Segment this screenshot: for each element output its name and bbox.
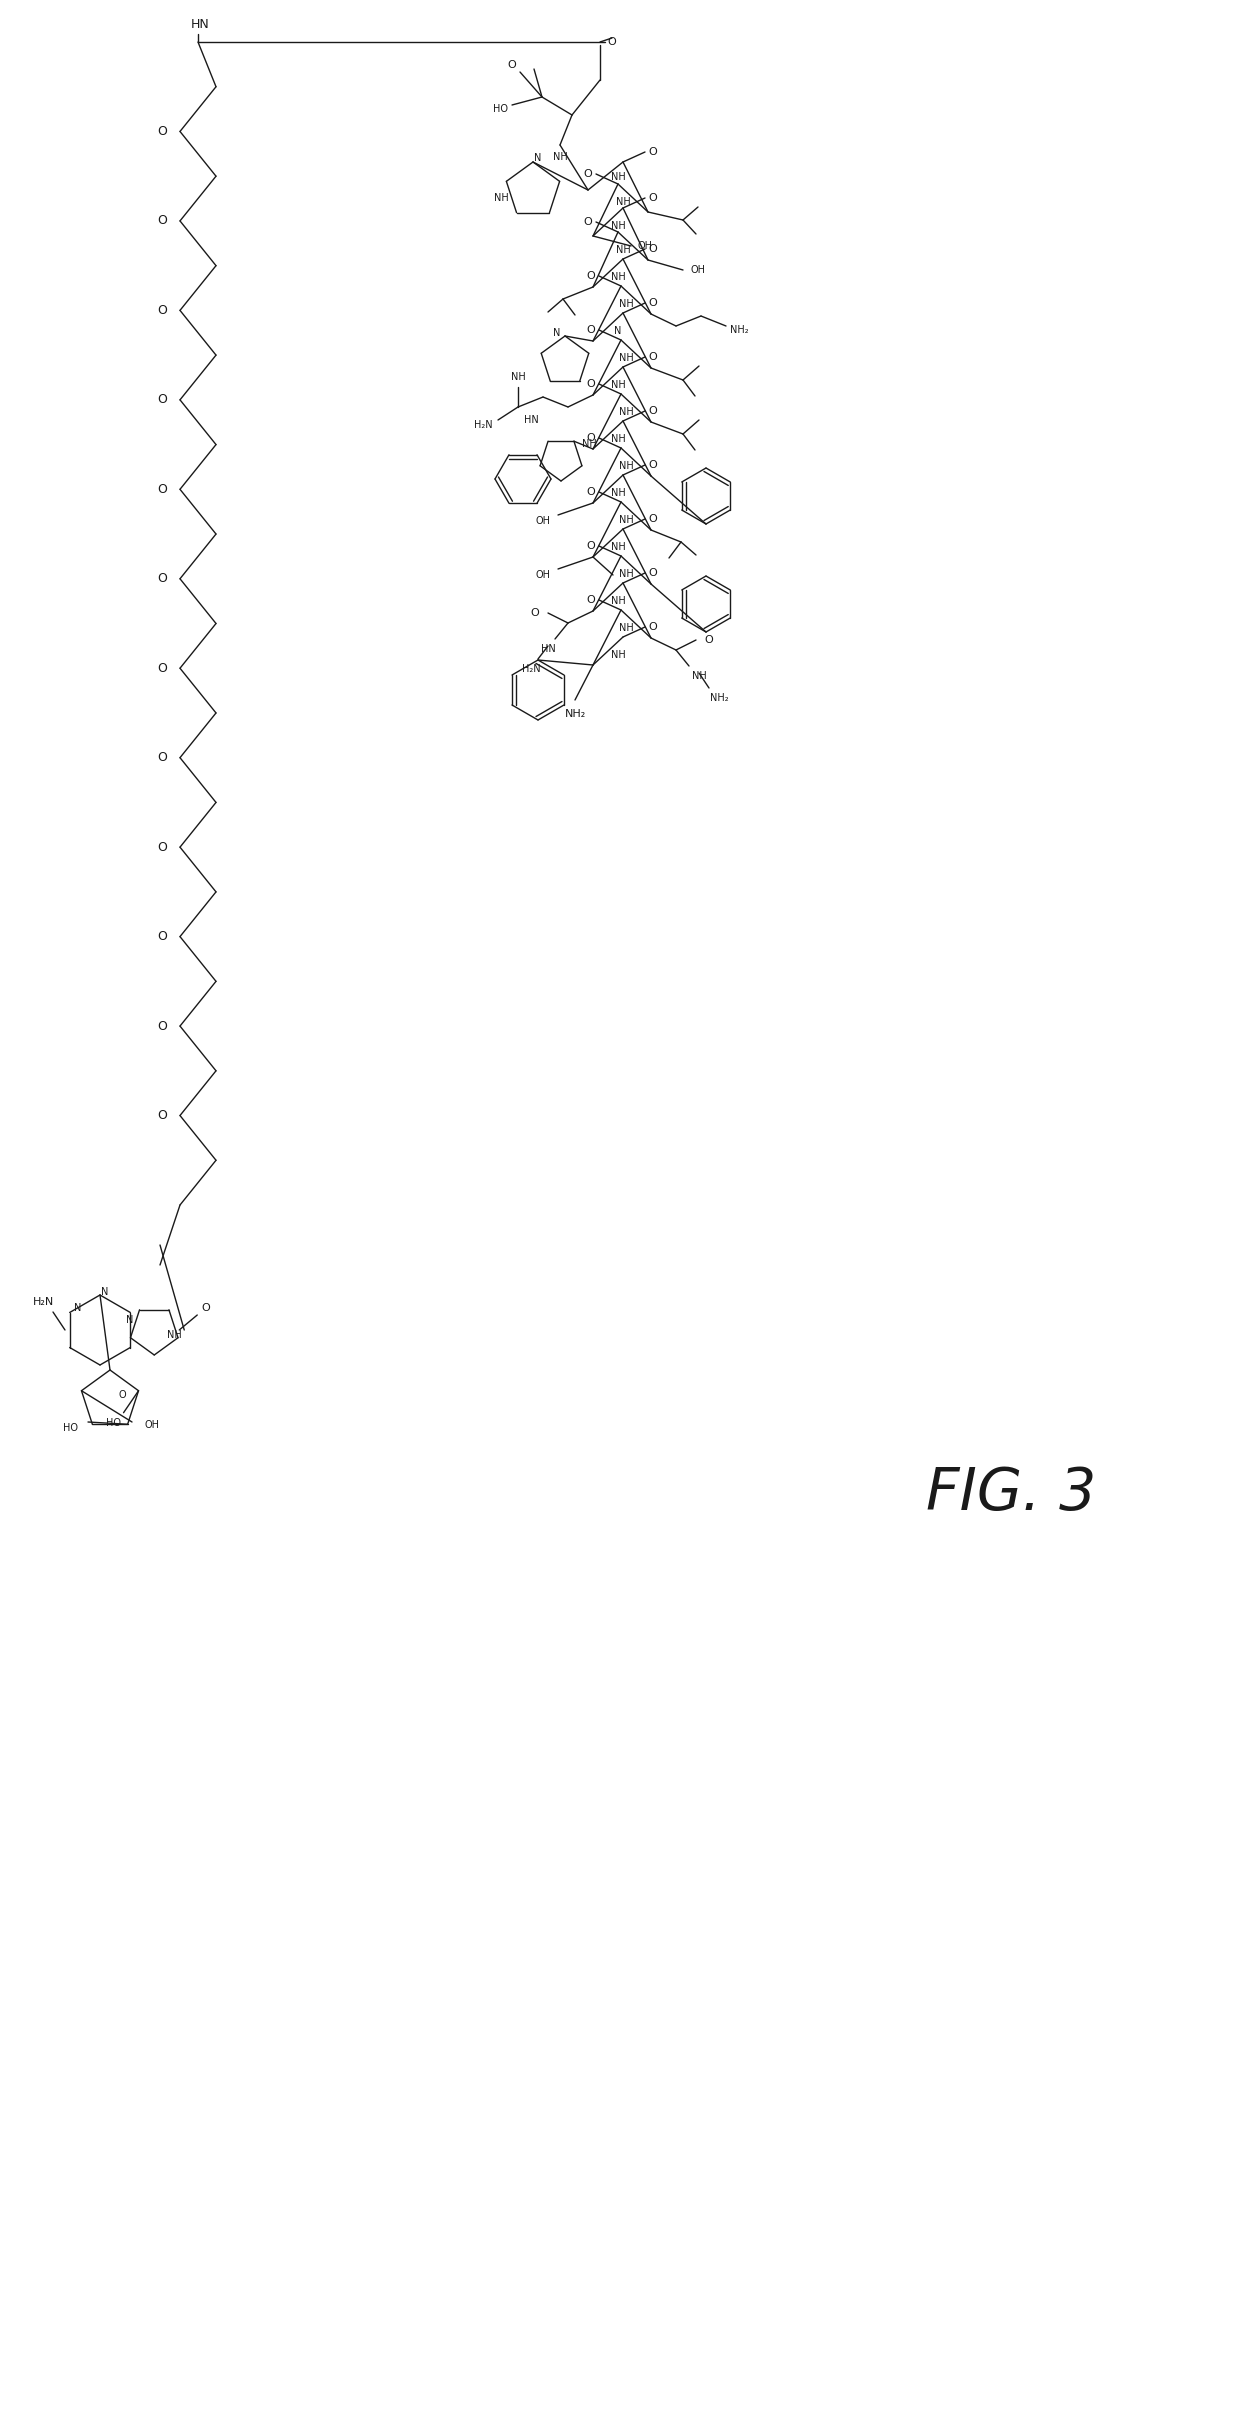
Text: O: O bbox=[587, 434, 596, 443]
Text: NH: NH bbox=[610, 171, 625, 183]
Text: NH: NH bbox=[610, 434, 625, 443]
Text: O: O bbox=[587, 595, 596, 605]
Text: O: O bbox=[508, 60, 517, 70]
Text: OH: OH bbox=[637, 241, 652, 251]
Text: NH: NH bbox=[619, 354, 634, 364]
Text: O: O bbox=[157, 304, 166, 318]
Text: FIG. 3: FIG. 3 bbox=[926, 1465, 1096, 1522]
Text: OH: OH bbox=[144, 1419, 159, 1431]
Text: O: O bbox=[649, 243, 657, 253]
Text: NH: NH bbox=[619, 407, 634, 417]
Text: O: O bbox=[649, 569, 657, 578]
Text: O: O bbox=[157, 752, 166, 764]
Text: NH₂: NH₂ bbox=[565, 708, 586, 718]
Text: O: O bbox=[157, 841, 166, 853]
Text: HO: HO bbox=[106, 1419, 121, 1429]
Text: HN: HN bbox=[540, 643, 555, 653]
Text: H₂N: H₂N bbox=[522, 665, 540, 675]
Text: NH: NH bbox=[615, 246, 630, 255]
Text: HN: HN bbox=[191, 17, 210, 31]
Text: N: N bbox=[74, 1303, 81, 1313]
Text: O: O bbox=[157, 1108, 166, 1123]
Text: O: O bbox=[118, 1390, 126, 1400]
Text: O: O bbox=[157, 662, 166, 675]
Text: O: O bbox=[583, 217, 592, 226]
Text: NH: NH bbox=[610, 272, 625, 282]
Text: NH: NH bbox=[619, 299, 634, 308]
Text: NH: NH bbox=[619, 460, 634, 472]
Text: O: O bbox=[649, 147, 657, 157]
Text: NH: NH bbox=[610, 489, 625, 499]
Text: HO: HO bbox=[63, 1424, 78, 1433]
Text: NH: NH bbox=[493, 193, 508, 202]
Text: NH: NH bbox=[619, 516, 634, 525]
Text: O: O bbox=[587, 325, 596, 335]
Text: NH: NH bbox=[615, 198, 630, 207]
Text: O: O bbox=[608, 36, 616, 48]
Text: O: O bbox=[649, 407, 657, 417]
Text: H₂N: H₂N bbox=[473, 419, 492, 429]
Text: NH: NH bbox=[510, 371, 525, 383]
Text: O: O bbox=[157, 125, 166, 137]
Text: O: O bbox=[649, 622, 657, 631]
Text: O: O bbox=[157, 393, 166, 407]
Text: NH: NH bbox=[610, 381, 625, 390]
Text: NH: NH bbox=[610, 542, 625, 552]
Text: O: O bbox=[201, 1303, 210, 1313]
Text: O: O bbox=[583, 169, 592, 178]
Text: OH: OH bbox=[690, 265, 705, 275]
Text: O: O bbox=[157, 482, 166, 496]
Text: NH: NH bbox=[692, 672, 707, 682]
Text: O: O bbox=[587, 270, 596, 282]
Text: NH: NH bbox=[619, 569, 634, 578]
Text: N: N bbox=[554, 328, 561, 337]
Text: NH₂: NH₂ bbox=[710, 694, 729, 703]
Text: N: N bbox=[126, 1315, 133, 1325]
Text: O: O bbox=[649, 193, 657, 202]
Text: NH: NH bbox=[552, 152, 567, 161]
Text: H₂N: H₂N bbox=[32, 1296, 53, 1308]
Text: O: O bbox=[649, 513, 657, 525]
Text: OH: OH bbox=[535, 516, 550, 525]
Text: O: O bbox=[587, 487, 596, 496]
Text: N: N bbox=[614, 325, 621, 335]
Text: O: O bbox=[649, 352, 657, 361]
Text: O: O bbox=[704, 636, 714, 646]
Text: O: O bbox=[157, 1019, 166, 1033]
Text: O: O bbox=[157, 214, 166, 226]
Text: NH₂: NH₂ bbox=[730, 325, 748, 335]
Text: O: O bbox=[587, 542, 596, 552]
Text: N: N bbox=[101, 1286, 109, 1296]
Text: NH: NH bbox=[610, 222, 625, 231]
Text: N: N bbox=[534, 154, 541, 164]
Text: NH: NH bbox=[166, 1330, 181, 1339]
Text: NH: NH bbox=[610, 595, 625, 607]
Text: OH: OH bbox=[535, 571, 550, 581]
Text: O: O bbox=[649, 460, 657, 470]
Text: HO: HO bbox=[492, 104, 508, 113]
Text: O: O bbox=[157, 930, 166, 942]
Text: O: O bbox=[587, 378, 596, 388]
Text: O: O bbox=[649, 299, 657, 308]
Text: HN: HN bbox=[524, 414, 539, 424]
Text: O: O bbox=[157, 573, 166, 585]
Text: NH: NH bbox=[619, 624, 634, 634]
Text: O: O bbox=[530, 607, 539, 619]
Text: NH: NH bbox=[610, 650, 625, 660]
Text: NH: NH bbox=[582, 438, 597, 448]
